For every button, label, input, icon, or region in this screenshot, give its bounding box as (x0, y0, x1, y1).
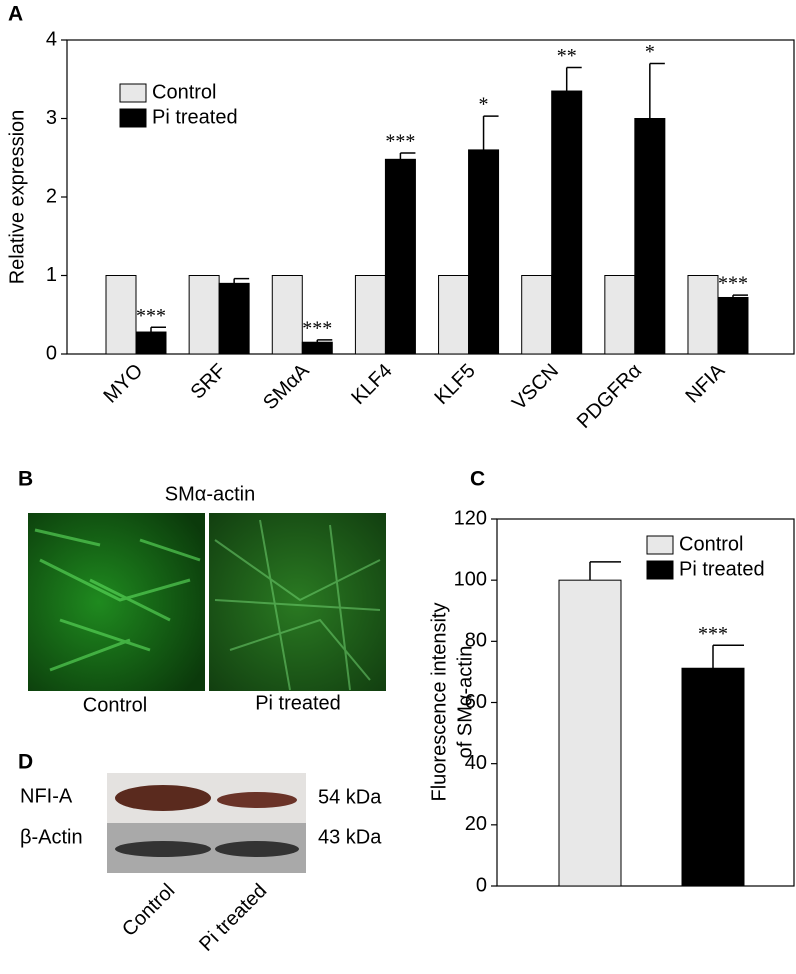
panel-label: D (18, 751, 33, 774)
y-tick-label: 40 (465, 752, 487, 774)
bar (558, 579, 622, 887)
significance-label: *** (718, 273, 748, 295)
bar (521, 275, 553, 355)
bar (681, 667, 745, 887)
y-axis-label: of SMα-actin (454, 646, 476, 759)
bar (634, 118, 666, 355)
image-label: Pi treated (255, 692, 341, 714)
significance-label: *** (302, 317, 332, 339)
significance-label: *** (385, 131, 415, 153)
y-axis-label: Relative expression (6, 110, 28, 285)
legend-label: Control (152, 81, 216, 103)
legend-label: Control (679, 533, 743, 555)
error-bar (399, 152, 416, 160)
x-tick-label: SMαA (259, 359, 314, 414)
error-bar (589, 561, 621, 581)
bar (604, 275, 636, 355)
blot-size: 43 kDa (318, 826, 382, 848)
y-tick-label: 20 (465, 813, 487, 835)
x-tick-label: MYO (99, 360, 147, 408)
legend-swatch (119, 83, 147, 103)
bar (135, 331, 167, 355)
x-tick-label: PDGFRα (573, 360, 646, 433)
micrograph (28, 513, 386, 691)
bar (551, 90, 583, 355)
blot-row-label: β-Actin (20, 826, 83, 848)
error-bar (565, 66, 582, 92)
x-tick-label: KLF4 (347, 360, 396, 409)
image-label: Control (83, 694, 147, 716)
significance-label: *** (698, 623, 728, 645)
bar (301, 341, 333, 355)
panel-label: B (18, 468, 33, 491)
legend-swatch (119, 108, 147, 128)
bar (717, 296, 749, 355)
y-tick-label: 0 (476, 874, 487, 896)
y-tick-label: 60 (465, 691, 487, 713)
blot (107, 773, 306, 873)
error-bar (316, 339, 333, 343)
bar (384, 158, 416, 355)
bar (687, 275, 719, 355)
blot-row-label: NFI-A (20, 785, 73, 807)
bar (354, 275, 386, 355)
bar (271, 275, 303, 355)
error-bar (233, 277, 250, 284)
y-tick-label: 4 (46, 28, 57, 50)
significance-label: * (479, 94, 489, 116)
panel-label: A (8, 3, 23, 26)
legend-label: Pi treated (679, 558, 765, 580)
x-tick-label: VSCN (508, 360, 563, 415)
error-bar (649, 62, 665, 119)
significance-label: *** (136, 305, 166, 327)
error-bar (712, 644, 744, 669)
lane-label: Pi treated (195, 880, 271, 956)
image-title: SMα-actin (165, 483, 255, 505)
y-tick-label: 3 (46, 107, 57, 129)
error-bar (150, 326, 166, 333)
bar (188, 275, 220, 355)
y-tick-label: 120 (454, 507, 487, 529)
significance-label: ** (557, 45, 577, 67)
x-tick-label: SRF (187, 360, 231, 404)
error-bar (732, 294, 748, 298)
bar (468, 149, 500, 355)
panel-label: C (470, 468, 485, 491)
y-tick-label: 100 (454, 568, 487, 590)
blot-size: 54 kDa (318, 786, 382, 808)
legend-label: Pi treated (152, 106, 238, 128)
significance-label: * (645, 41, 655, 63)
bar (105, 275, 137, 355)
legend-swatch (646, 560, 674, 580)
x-tick-label: KLF5 (430, 360, 479, 409)
x-tick-label: NFIA (681, 359, 729, 407)
y-tick-label: 80 (465, 630, 487, 652)
error-bar (482, 115, 499, 150)
y-axis-label: Fluorescence intensity (428, 603, 450, 802)
bar (438, 275, 470, 355)
y-tick-label: 1 (46, 264, 57, 286)
y-tick-label: 2 (46, 185, 57, 207)
bar (218, 282, 250, 355)
legend-swatch (646, 535, 674, 555)
y-tick-label: 0 (46, 342, 57, 364)
lane-label: Control (118, 880, 179, 941)
